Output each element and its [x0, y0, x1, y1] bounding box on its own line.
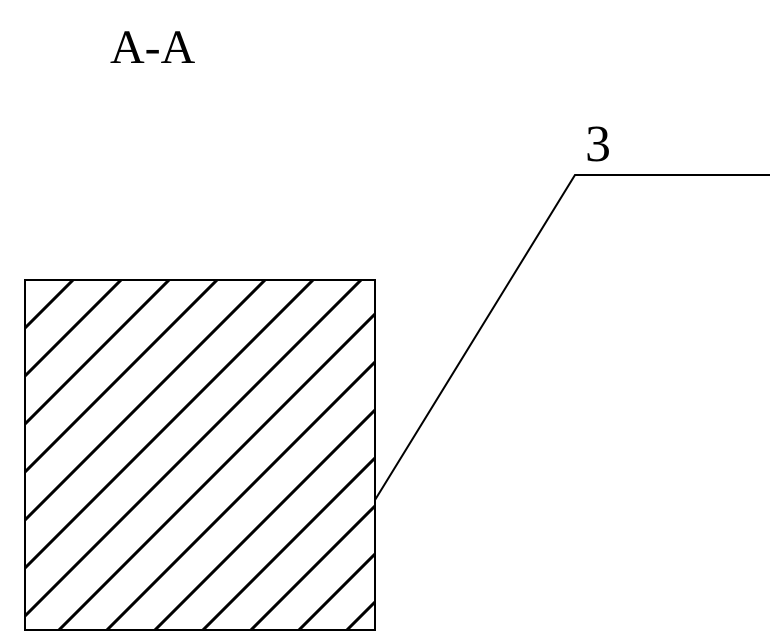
callout-number: 3 [585, 115, 611, 174]
leader-line [375, 175, 770, 500]
section-label: A-A [110, 20, 195, 75]
diagram-canvas: A-A 3 [0, 0, 774, 640]
hatched-section [0, 0, 425, 640]
section-drawing [0, 0, 774, 640]
